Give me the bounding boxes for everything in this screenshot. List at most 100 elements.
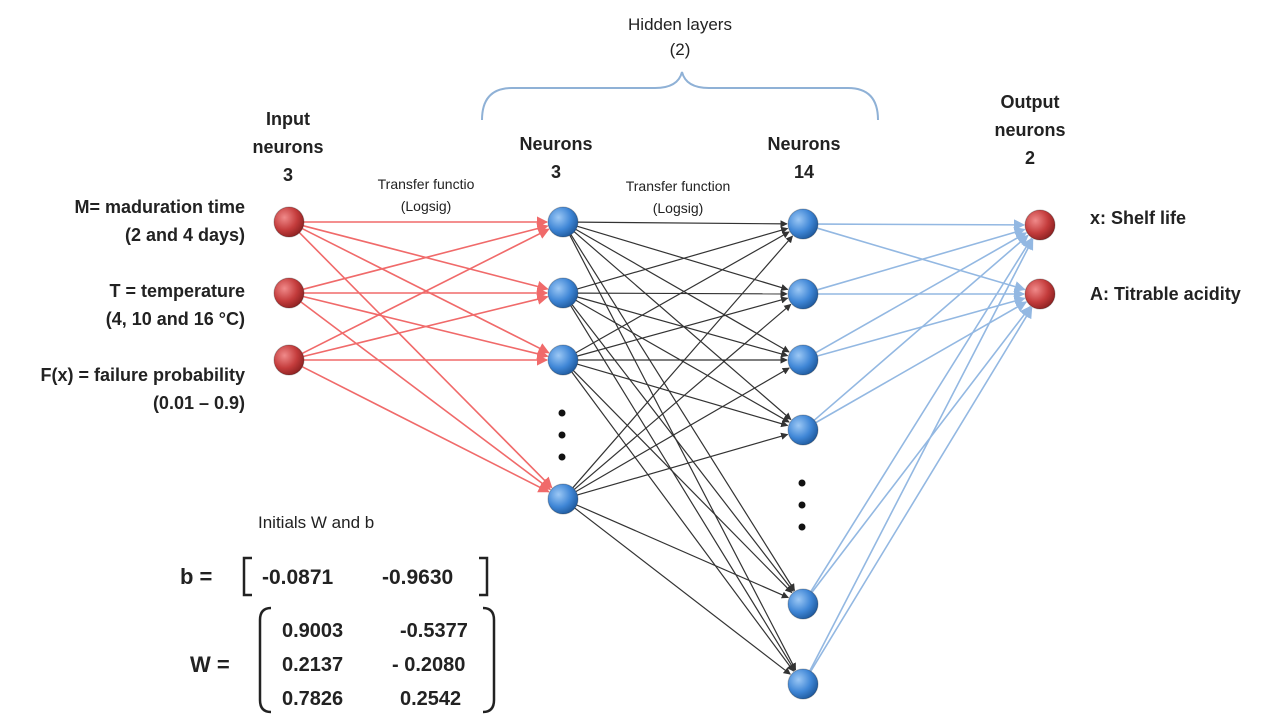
hidden2-ellipsis-dots xyxy=(798,479,806,531)
link-hidden1-hidden2-1-5 xyxy=(570,234,796,592)
input-2-range: (4, 10 and 16 °C) xyxy=(106,309,245,329)
link-hidden1-hidden2-4-3 xyxy=(575,367,790,493)
output-header-line3: 2 xyxy=(1025,148,1035,168)
weight-left-paren xyxy=(258,606,272,714)
transfer2-label-line1: Transfer function xyxy=(626,178,731,194)
link-hidden2-output-5-2 xyxy=(811,305,1031,593)
link-hidden1-hidden2-3-5 xyxy=(573,370,793,594)
input-header-line2: neurons xyxy=(252,137,323,157)
hidden2-neuron-5 xyxy=(787,588,819,620)
hidden1-ellipsis-dots xyxy=(558,409,566,461)
hidden2-neuron-3 xyxy=(787,344,819,376)
link-input-hidden1-3-1 xyxy=(302,228,550,355)
input-1-label: M= maduration time xyxy=(74,197,245,217)
link-hidden1-hidden2-4-4 xyxy=(577,432,789,496)
hidden1-neuron-3 xyxy=(547,344,579,376)
link-hidden2-output-5-1 xyxy=(810,237,1033,592)
output-2-label: A: Titrable acidity xyxy=(1090,284,1241,304)
transfer1-label-line1: Transfer functio xyxy=(378,176,475,192)
link-hidden2-output-4-1 xyxy=(813,234,1029,421)
link-hidden1-hidden2-3-1 xyxy=(575,231,790,354)
hidden1-header-line2: 3 xyxy=(551,162,561,182)
link-hidden1-hidden2-3-6 xyxy=(571,371,794,672)
link-hidden2-output-6-2 xyxy=(810,306,1033,672)
bias-label: b = xyxy=(180,564,212,589)
link-hidden2-output-2-1 xyxy=(817,226,1026,291)
input-1-range: (2 and 4 days) xyxy=(125,225,245,245)
hidden1-neuron-1 xyxy=(547,206,579,238)
input-header-line1: Input xyxy=(266,109,310,129)
bias-right-bracket xyxy=(479,556,489,597)
hidden2-header-line1: Neurons xyxy=(767,134,840,154)
link-input-hidden1-3-2 xyxy=(303,293,549,358)
output-1-label: x: Shelf life xyxy=(1090,208,1186,228)
weight-label: W = xyxy=(190,652,230,677)
link-hidden1-hidden2-3-2 xyxy=(577,296,789,357)
link-hidden1-hidden2-3-4 xyxy=(577,363,789,428)
weight-r2-c1: 0.2137 xyxy=(282,654,343,676)
hidden1-header-line1: Neurons xyxy=(519,134,592,154)
output-header-line1: Output xyxy=(1001,92,1060,112)
weights-title: Initials W and b xyxy=(258,513,374,532)
hidden-layers-brace xyxy=(481,71,879,121)
link-hidden1-hidden2-2-6 xyxy=(570,305,796,672)
hidden2-neuron-4 xyxy=(787,414,819,446)
link-hidden1-hidden2-2-2 xyxy=(577,290,788,298)
hidden2-neuron-2 xyxy=(787,278,819,310)
hidden1-neuron-4 xyxy=(547,483,579,515)
link-hidden2-output-4-2 xyxy=(815,301,1028,424)
link-hidden2-output-1-1 xyxy=(817,219,1026,231)
hidden1-neurons xyxy=(547,206,579,515)
link-hidden1-hidden2-1-4 xyxy=(573,231,792,420)
output-neurons xyxy=(1024,209,1056,310)
bias-left-bracket xyxy=(242,556,252,597)
input-header-line3: 3 xyxy=(283,165,293,185)
weight-r3-c2: 0.2542 xyxy=(400,688,461,710)
output-neuron-2 xyxy=(1024,278,1056,310)
hidden1-neuron-2 xyxy=(547,277,579,309)
weight-right-paren xyxy=(482,606,496,714)
hidden2-header-line2: 14 xyxy=(794,162,814,182)
input-neuron-1 xyxy=(273,206,305,238)
link-hidden2-output-6-1 xyxy=(809,238,1034,672)
input-3-range: (0.01 – 0.9) xyxy=(153,393,245,413)
hidden2-neuron-6 xyxy=(787,668,819,700)
hidden2-to-output-connections xyxy=(809,219,1034,672)
link-hidden1-hidden2-2-1 xyxy=(577,226,789,290)
link-hidden1-hidden2-4-5 xyxy=(576,504,789,599)
link-hidden1-hidden2-1-2 xyxy=(577,225,789,291)
weight-r1-c1: 0.9003 xyxy=(282,620,343,642)
link-input-hidden1-2-1 xyxy=(303,223,549,290)
link-hidden1-hidden2-2-5 xyxy=(571,304,794,592)
link-hidden1-hidden2-4-1 xyxy=(572,235,793,489)
link-hidden1-hidden2-1-3 xyxy=(575,228,790,353)
hidden-layers-title: Hidden layers xyxy=(628,15,732,34)
transfer2-label-line2: (Logsig) xyxy=(653,200,704,216)
link-hidden2-output-3-1 xyxy=(815,232,1028,354)
transfer1-label-line2: (Logsig) xyxy=(401,198,452,214)
hidden-layers-count: (2) xyxy=(670,40,691,59)
bias-value-1: -0.0871 xyxy=(262,566,334,589)
link-hidden1-hidden2-4-2 xyxy=(574,303,792,490)
input-neuron-3 xyxy=(273,344,305,376)
output-neuron-1 xyxy=(1024,209,1056,241)
link-hidden1-hidden2-1-1 xyxy=(577,220,788,228)
weight-r2-c2: - 0.2080 xyxy=(392,654,465,676)
input-2-label: T = temperature xyxy=(109,281,245,301)
link-hidden1-hidden2-4-6 xyxy=(574,507,791,675)
hidden2-neuron-1 xyxy=(787,208,819,240)
link-input-hidden1-3-4 xyxy=(302,366,550,493)
link-input-hidden1-2-4 xyxy=(300,301,552,491)
hidden2-neurons xyxy=(787,208,819,700)
link-hidden1-hidden2-1-6 xyxy=(569,235,797,671)
weight-r1-c2: -0.5377 xyxy=(400,620,468,642)
link-hidden1-hidden2-2-3 xyxy=(577,296,789,358)
hidden1-to-hidden2-connections xyxy=(569,220,797,675)
input-to-hidden1-connections xyxy=(298,216,553,493)
bias-value-2: -0.9630 xyxy=(382,566,453,589)
input-3-label: F(x) = failure probability xyxy=(40,365,245,385)
weight-r3-c1: 0.7826 xyxy=(282,688,343,710)
input-neuron-2 xyxy=(273,277,305,309)
input-neurons xyxy=(273,206,305,376)
